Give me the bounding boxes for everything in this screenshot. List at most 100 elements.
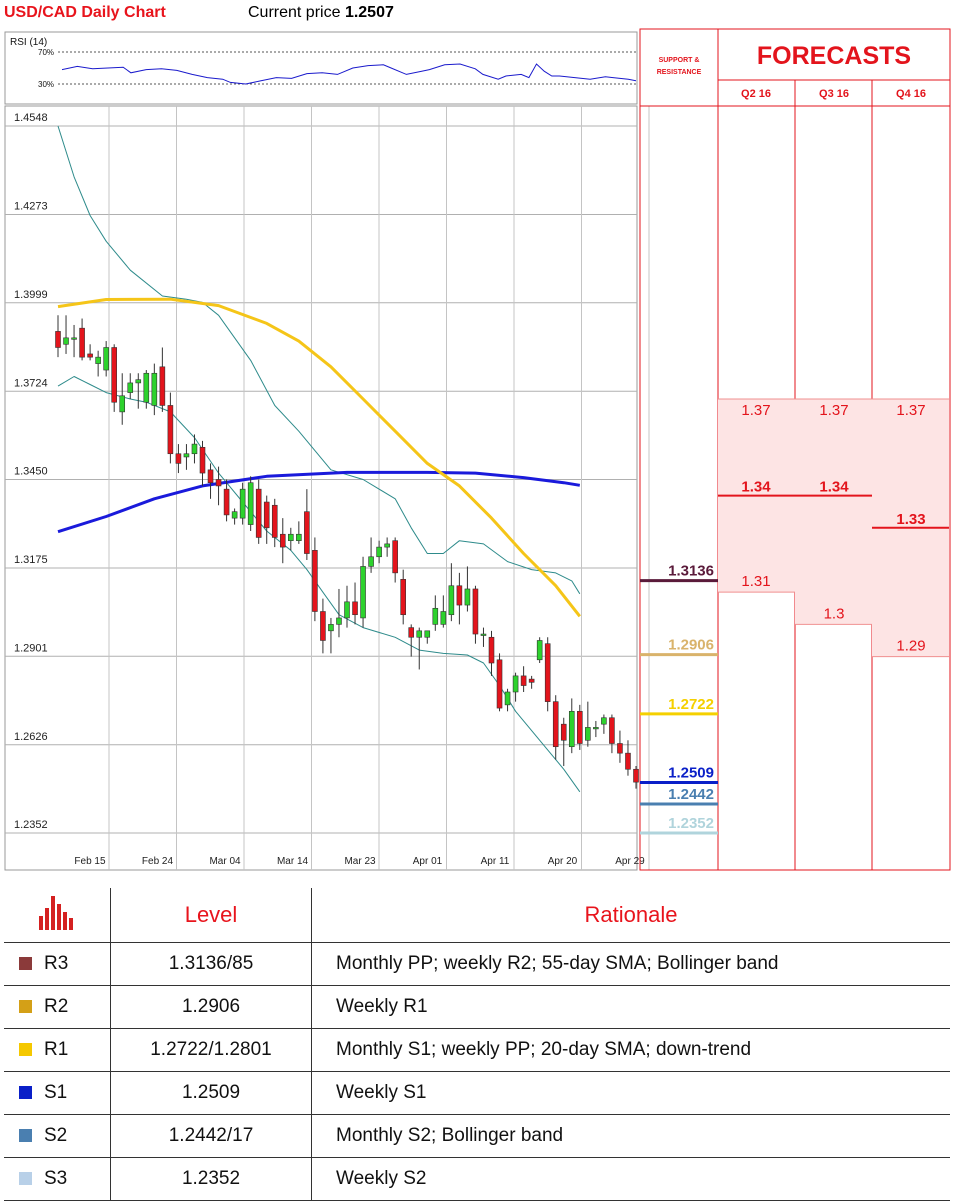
candle-body [601,717,607,725]
y-tick-label: 1.3450 [14,466,48,478]
candle-body [199,447,206,474]
candle-body [544,643,551,702]
candle [448,563,455,622]
candle [151,363,158,416]
candle [135,373,142,409]
candle-body [255,488,262,538]
candle-body [577,711,583,744]
forecast-mid-label: 1.34 [819,479,849,496]
candle-body [416,630,423,638]
candle-body [135,379,142,384]
candle-body [609,717,615,744]
candle [143,370,150,409]
candle [376,540,382,564]
candle [55,315,61,358]
candle [472,585,479,644]
y-tick-label: 1.2352 [14,819,48,831]
forecast-high-label: 1.37 [741,402,770,419]
candle [279,518,286,564]
candle-body [633,768,639,783]
usdcad-chart: 1.4548 1.4273 1.3999 1.3724 1.3450 1.3175 1.29… [4,28,951,871]
candle-body [376,546,382,558]
sma-20-line [57,297,581,618]
table-row-s3: S3 1.2352 Weekly S2 [4,1157,950,1201]
candle-body [472,588,479,635]
level-rationale: Weekly S2 [311,1157,950,1201]
level-swatch [19,1086,32,1099]
candle-body [488,636,495,664]
x-tick-label: Apr 11 [481,856,510,867]
level-name: R3 [4,942,111,986]
candle-body [440,611,447,625]
y-tick-label: 1.3724 [14,377,48,389]
candle [544,637,551,712]
y-tick-label: 1.4548 [14,112,48,124]
table-row-r1: R1 1.2722/1.2801 Monthly S1; weekly PP; 20… [4,1028,950,1072]
level-swatch [19,1172,32,1185]
level-rationale: Weekly R1 [311,985,950,1029]
rsi-line [61,63,637,85]
candle-body [288,533,294,541]
candle-body [271,504,278,538]
level-value: 1.2906 [110,985,312,1029]
level-rationale: Monthly S1; weekly PP; 20-day SMA; down-… [311,1028,950,1072]
sr-value-s2: 1.2442 [668,786,714,803]
rsi-label: RSI (14) [10,37,47,48]
sr-value-s1: 1.2509 [668,764,714,781]
candle [223,479,230,522]
rationale-header: Rationale [311,888,950,943]
candle-body [304,511,310,554]
level-rationale: Monthly S2; Bollinger band [311,1114,950,1158]
candle [63,315,69,354]
candle-body [625,752,631,770]
candle [488,630,495,676]
candle-body [480,633,487,636]
x-tick-label: Mar 23 [344,856,376,867]
y-tick-label: 1.4273 [14,201,48,213]
candle-body [320,611,326,641]
candle [609,714,615,754]
candle-body [183,453,190,458]
candle [568,698,575,754]
candle [127,373,134,400]
candle [175,444,182,474]
candle [400,569,406,625]
candle [183,444,190,470]
level-value: 1.2442/17 [110,1114,312,1158]
candle-body [79,327,85,358]
quarter-header-4: Q4 16 [896,88,926,100]
candle [585,701,591,747]
candle-body [247,482,254,525]
candle [95,350,101,377]
quarter-header-2: Q2 16 [741,88,771,100]
candle [392,537,398,583]
sr-value-r1: 1.2722 [668,696,714,713]
candle [87,344,93,361]
candle [512,672,519,702]
candle [304,489,310,560]
y-tick-label: 1.3999 [14,289,48,301]
candle [79,318,85,361]
candle-body [617,743,623,754]
candle-body [408,627,415,638]
level-swatch [19,1129,32,1142]
candle-body [424,630,431,638]
x-tick-label: Mar 14 [277,856,309,867]
candle-body [151,372,158,406]
candle-body [63,337,69,345]
candle-body [296,533,302,541]
chart-title: USD/CAD Daily Chart [4,4,166,21]
current-price-value: 1.2507 [344,4,394,21]
candle [215,466,222,506]
candle [344,585,350,628]
candle-body [528,678,535,683]
candle-body [496,659,503,709]
sr-value-r3: 1.3136 [668,563,714,580]
candle [103,341,109,377]
candle-body [456,585,463,606]
candle [119,373,126,425]
candle [593,720,599,738]
candle [255,479,262,544]
candle [601,714,607,734]
candle [207,463,214,499]
